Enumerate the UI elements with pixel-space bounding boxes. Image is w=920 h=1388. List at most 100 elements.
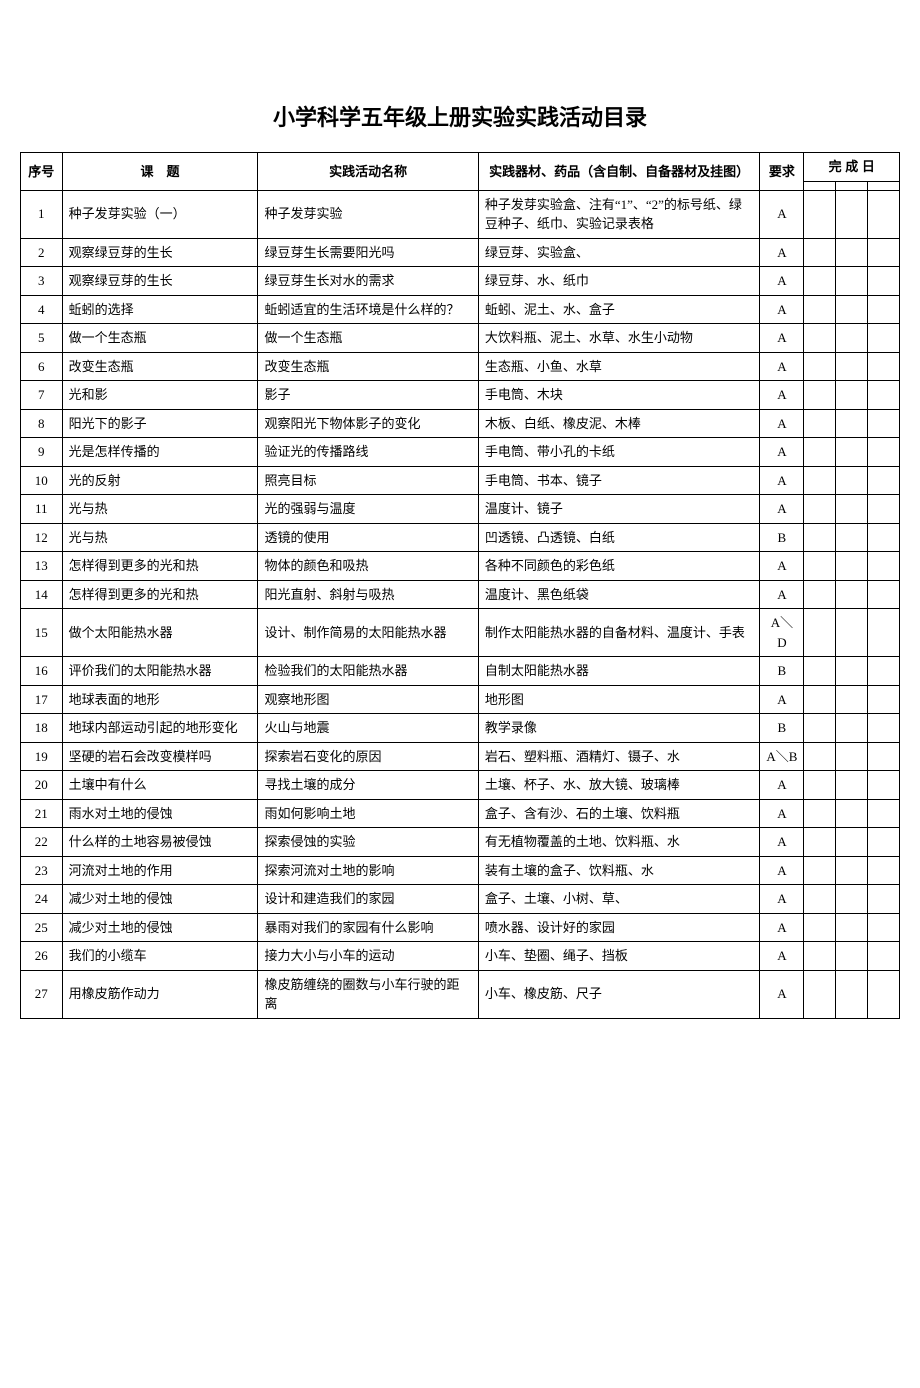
cell-index: 10	[21, 466, 63, 495]
cell-topic: 阳光下的影子	[62, 409, 258, 438]
cell-day-1	[804, 913, 836, 942]
cell-materials: 木板、白纸、橡皮泥、木棒	[478, 409, 760, 438]
cell-index: 8	[21, 409, 63, 438]
cell-index: 7	[21, 381, 63, 410]
cell-materials: 小车、橡皮筋、尺子	[478, 970, 760, 1018]
cell-materials: 地形图	[478, 685, 760, 714]
cell-day-3	[868, 609, 900, 657]
cell-day-2	[836, 799, 868, 828]
cell-day-1	[804, 523, 836, 552]
cell-materials: 蚯蚓、泥土、水、盒子	[478, 295, 760, 324]
cell-day-3	[868, 799, 900, 828]
cell-materials: 凹透镜、凸透镜、白纸	[478, 523, 760, 552]
cell-topic: 土壤中有什么	[62, 771, 258, 800]
cell-day-1	[804, 552, 836, 581]
cell-requirement: A	[760, 438, 804, 467]
cell-activity: 雨如何影响土地	[258, 799, 478, 828]
cell-index: 24	[21, 885, 63, 914]
cell-day-1	[804, 885, 836, 914]
cell-requirement: A	[760, 267, 804, 296]
cell-day-3	[868, 657, 900, 686]
cell-day-3	[868, 552, 900, 581]
cell-topic: 减少对土地的侵蚀	[62, 913, 258, 942]
cell-activity: 设计和建造我们的家园	[258, 885, 478, 914]
table-row: 5做一个生态瓶做一个生态瓶大饮料瓶、泥土、水草、水生小动物A	[21, 324, 900, 353]
cell-requirement: A	[760, 466, 804, 495]
cell-requirement: A	[760, 238, 804, 267]
table-row: 10光的反射照亮目标手电筒、书本、镜子A	[21, 466, 900, 495]
cell-topic: 光与热	[62, 523, 258, 552]
cell-day-1	[804, 295, 836, 324]
cell-index: 3	[21, 267, 63, 296]
cell-topic: 地球表面的地形	[62, 685, 258, 714]
cell-day-2	[836, 657, 868, 686]
cell-day-3	[868, 742, 900, 771]
cell-requirement: A	[760, 495, 804, 524]
cell-index: 16	[21, 657, 63, 686]
cell-topic: 用橡皮筋作动力	[62, 970, 258, 1018]
cell-day-1	[804, 771, 836, 800]
cell-topic: 做个太阳能热水器	[62, 609, 258, 657]
cell-day-2	[836, 190, 868, 238]
cell-topic: 光和影	[62, 381, 258, 410]
cell-day-1	[804, 409, 836, 438]
cell-requirement: A＼D	[760, 609, 804, 657]
table-header: 序号 课 题 实践活动名称 实践器材、药品（含自制、自备器材及挂图） 要求 完 …	[21, 153, 900, 191]
table-row: 4蚯蚓的选择蚯蚓适宜的生活环境是什么样的？蚯蚓、泥土、水、盒子A	[21, 295, 900, 324]
cell-day-3	[868, 685, 900, 714]
cell-day-3	[868, 438, 900, 467]
cell-topic: 雨水对土地的侵蚀	[62, 799, 258, 828]
experiment-table: 序号 课 题 实践活动名称 实践器材、药品（含自制、自备器材及挂图） 要求 完 …	[20, 152, 900, 1019]
cell-day-2	[836, 438, 868, 467]
cell-index: 13	[21, 552, 63, 581]
cell-day-3	[868, 856, 900, 885]
table-row: 7光和影影子手电筒、木块A	[21, 381, 900, 410]
cell-requirement: A	[760, 970, 804, 1018]
cell-materials: 手电筒、书本、镜子	[478, 466, 760, 495]
cell-day-2	[836, 352, 868, 381]
cell-materials: 温度计、镜子	[478, 495, 760, 524]
cell-index: 12	[21, 523, 63, 552]
table-row: 8阳光下的影子观察阳光下物体影子的变化木板、白纸、橡皮泥、木棒A	[21, 409, 900, 438]
cell-day-1	[804, 799, 836, 828]
cell-requirement: A	[760, 580, 804, 609]
header-index: 序号	[21, 153, 63, 191]
table-body: 1种子发芽实验（一）种子发芽实验种子发芽实验盒、注有“1”、“2”的标号纸、绿豆…	[21, 190, 900, 1018]
cell-requirement: A	[760, 799, 804, 828]
cell-topic: 河流对土地的作用	[62, 856, 258, 885]
cell-activity: 做一个生态瓶	[258, 324, 478, 353]
cell-activity: 探索侵蚀的实验	[258, 828, 478, 857]
cell-activity: 影子	[258, 381, 478, 410]
cell-topic: 评价我们的太阳能热水器	[62, 657, 258, 686]
table-row: 25减少对土地的侵蚀暴雨对我们的家园有什么影响喷水器、设计好的家园A	[21, 913, 900, 942]
cell-day-3	[868, 828, 900, 857]
cell-day-2	[836, 942, 868, 971]
cell-index: 4	[21, 295, 63, 324]
cell-activity: 观察阳光下物体影子的变化	[258, 409, 478, 438]
cell-index: 17	[21, 685, 63, 714]
cell-requirement: A	[760, 552, 804, 581]
cell-day-3	[868, 495, 900, 524]
cell-materials: 绿豆芽、水、纸巾	[478, 267, 760, 296]
table-row: 1种子发芽实验（一）种子发芽实验种子发芽实验盒、注有“1”、“2”的标号纸、绿豆…	[21, 190, 900, 238]
cell-day-3	[868, 352, 900, 381]
cell-index: 15	[21, 609, 63, 657]
cell-day-2	[836, 552, 868, 581]
cell-day-2	[836, 324, 868, 353]
table-row: 16评价我们的太阳能热水器检验我们的太阳能热水器自制太阳能热水器B	[21, 657, 900, 686]
cell-day-2	[836, 714, 868, 743]
cell-requirement: A＼B	[760, 742, 804, 771]
table-row: 14怎样得到更多的光和热阳光直射、斜射与吸热温度计、黑色纸袋A	[21, 580, 900, 609]
cell-day-2	[836, 238, 868, 267]
cell-day-3	[868, 942, 900, 971]
cell-day-1	[804, 609, 836, 657]
cell-materials: 种子发芽实验盒、注有“1”、“2”的标号纸、绿豆种子、纸巾、实验记录表格	[478, 190, 760, 238]
cell-day-1	[804, 324, 836, 353]
cell-index: 18	[21, 714, 63, 743]
cell-day-3	[868, 913, 900, 942]
cell-materials: 温度计、黑色纸袋	[478, 580, 760, 609]
cell-requirement: A	[760, 409, 804, 438]
cell-day-2	[836, 742, 868, 771]
cell-day-3	[868, 885, 900, 914]
cell-activity: 橡皮筋缠绕的圈数与小车行驶的距离	[258, 970, 478, 1018]
